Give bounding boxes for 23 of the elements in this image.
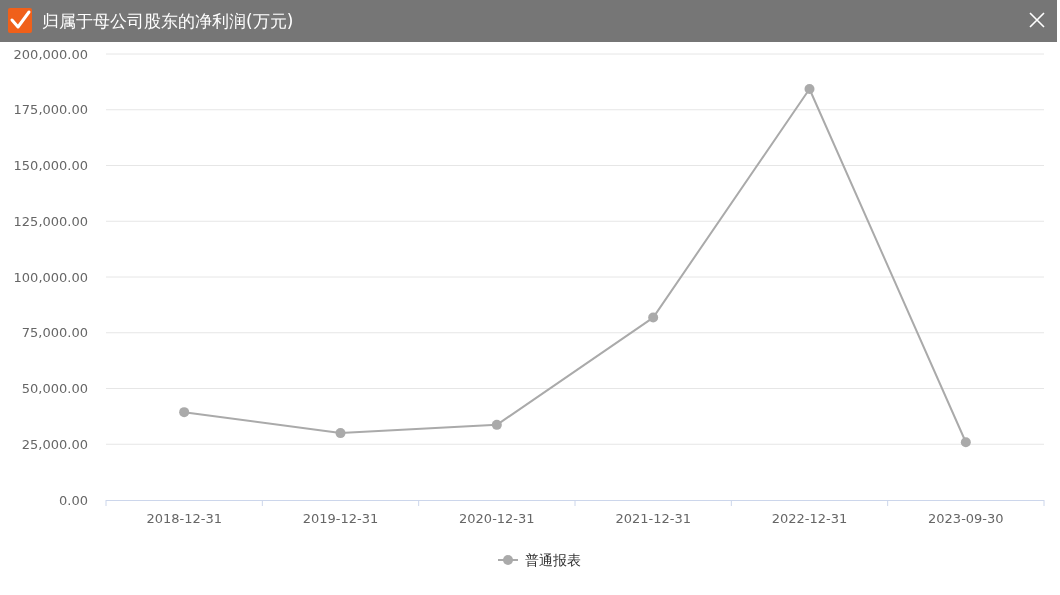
point — [804, 84, 815, 95]
y-tick-label: 25,000.00 — [21, 436, 88, 452]
y-tick-label: 175,000.00 — [13, 102, 88, 118]
x-tick-label: 2023-09-30 — [928, 511, 1004, 526]
point — [960, 437, 971, 448]
y-tick-label: 50,000.00 — [21, 381, 88, 396]
x-tick-label: 2019-12-31 — [302, 511, 379, 526]
y-tick-label: 0.00 — [59, 492, 88, 508]
y-tick-label: 100,000.00 — [13, 269, 88, 285]
y-tick-label: 75,000.00 — [21, 325, 88, 341]
y-tick-label: 125,000.00 — [13, 213, 88, 229]
point — [491, 419, 502, 430]
chart-title: 归属于母公司股东的净利润(万元) — [42, 11, 294, 31]
y-tick-label: 150,000.00 — [13, 158, 88, 173]
point — [648, 312, 659, 323]
x-tick-label: 2021-12-31 — [615, 511, 691, 526]
legend-label: 普通报表 — [525, 552, 581, 568]
point — [335, 428, 346, 439]
point — [179, 407, 190, 418]
x-tick-label: 2018-12-31 — [146, 511, 222, 526]
x-tick-label: 2022-12-31 — [771, 511, 848, 526]
y-tick-label: 200,000.00 — [13, 46, 88, 62]
x-tick-label: 2020-12-31 — [459, 511, 535, 526]
